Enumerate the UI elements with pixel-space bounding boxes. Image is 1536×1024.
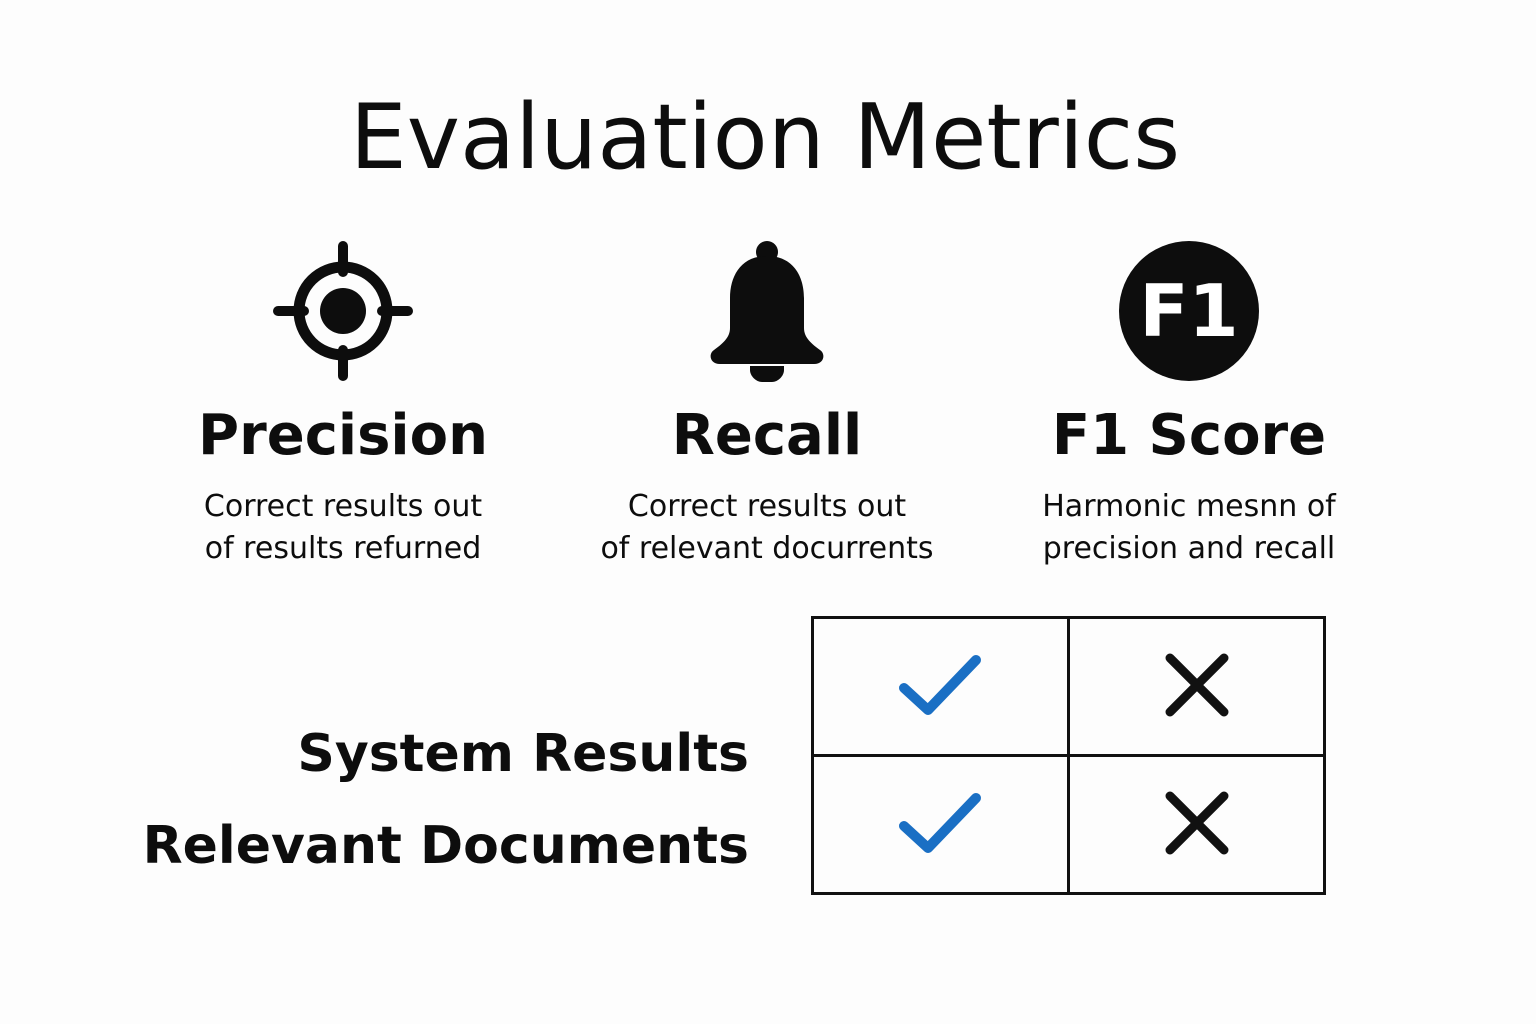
check-icon: [898, 792, 981, 853]
grid-row: [811, 616, 1326, 757]
metric-precision: Precision Correct results out of results…: [133, 236, 553, 570]
grid-cell: [1067, 754, 1326, 895]
cross-icon: [1165, 653, 1228, 716]
metric-desc-line: of relevant docurrents: [600, 531, 934, 566]
f1-badge-icon: F1: [1119, 241, 1259, 381]
metric-desc-precision: Correct results out of results refurned: [133, 486, 553, 570]
cross-icon: [1165, 791, 1228, 854]
metric-desc-line: Harmonic mesnn of: [1042, 489, 1336, 524]
metric-recall: Recall Correct results out of relevant d…: [557, 236, 977, 570]
metric-name-f1: F1 Score: [1051, 403, 1327, 468]
metric-desc-line: Correct results out: [627, 489, 907, 524]
page-title: Evaluation Metrics: [349, 85, 1181, 190]
metric-f1-score: F1 F1 Score Harmonic mesnn of precision …: [979, 236, 1399, 570]
metric-desc-recall: Correct results out of relevant docurren…: [557, 486, 977, 570]
results-grid: [811, 616, 1326, 895]
bell-icon: [710, 241, 824, 382]
metric-desc-line: of results refurned: [204, 531, 482, 566]
crosshair-target-icon: [273, 241, 413, 381]
check-icon: [898, 654, 981, 715]
metric-desc-line: Correct results out: [203, 489, 483, 524]
system-results-label: System Results: [297, 724, 749, 784]
metric-name-precision: Precision: [198, 403, 488, 468]
metric-name-recall: Recall: [671, 403, 863, 468]
metric-desc-line: precision and recall: [1042, 531, 1336, 566]
grid-cell: [811, 616, 1070, 757]
grid-row: [811, 754, 1326, 895]
relevant-documents-label: Relevant Documents: [142, 816, 749, 876]
metric-desc-f1: Harmonic mesnn of precision and recall: [979, 486, 1399, 570]
grid-cell: [1067, 616, 1326, 757]
grid-cell: [811, 754, 1070, 895]
f1-badge-text: F1: [1139, 269, 1238, 353]
